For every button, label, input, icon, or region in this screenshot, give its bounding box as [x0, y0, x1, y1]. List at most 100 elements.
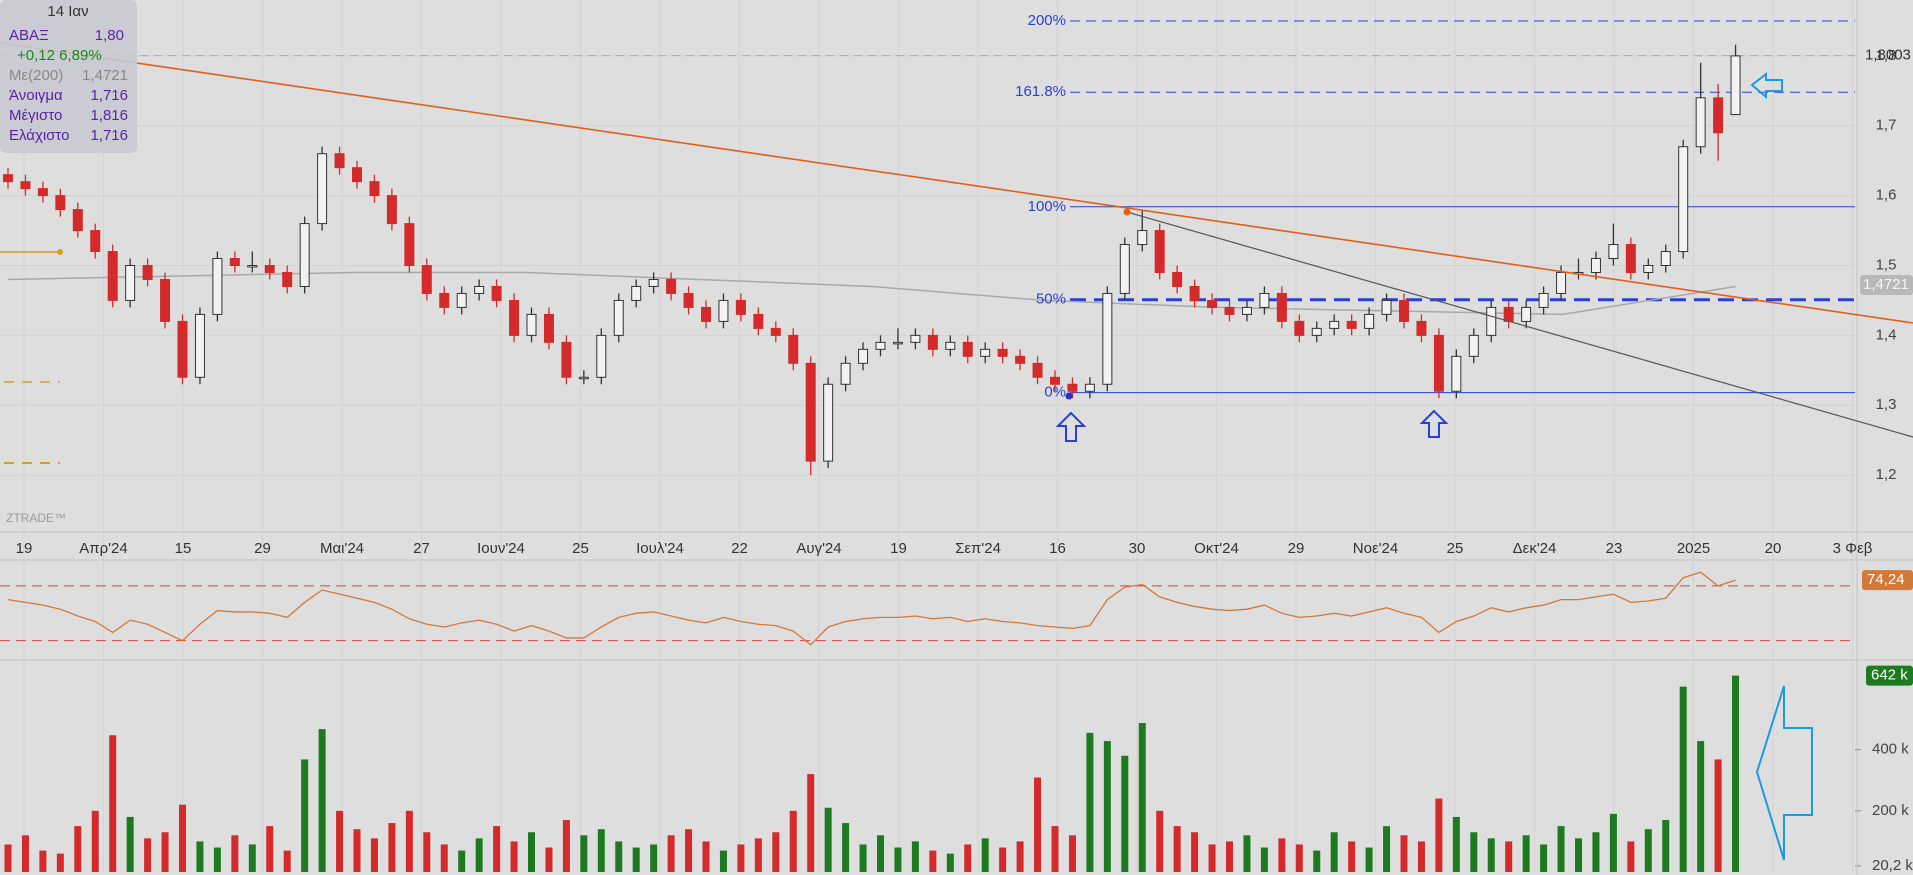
candle-body: [1678, 146, 1689, 253]
candle-body: [1346, 320, 1357, 329]
candle-body: [1224, 306, 1235, 315]
candle-body: [1311, 327, 1322, 336]
trendline: [1126, 211, 1913, 438]
candle-body: [875, 341, 886, 350]
candle-body: [1486, 306, 1497, 336]
candle-body: [1643, 265, 1654, 273]
candle-body: [1590, 258, 1601, 273]
up-arrow: [1055, 411, 1087, 442]
volume-bar: [1557, 826, 1565, 872]
candle-body: [247, 265, 258, 268]
volume-bar: [1470, 832, 1478, 872]
candle-body: [788, 334, 799, 364]
volume-bar: [702, 841, 710, 872]
candle-body: [613, 299, 624, 336]
candle-body: [90, 230, 101, 253]
candle-body: [264, 265, 275, 273]
candle-body: [299, 223, 310, 287]
volume-bar: [144, 838, 152, 872]
x-tick-label: 19: [16, 540, 33, 557]
volume-bar: [1627, 841, 1635, 872]
candle-body: [1276, 292, 1287, 322]
volume-bar: [1383, 826, 1391, 872]
candle-body: [404, 223, 415, 266]
candle-body: [945, 341, 956, 350]
volume-bar: [772, 832, 780, 872]
y-tick-label: 1,5: [1876, 256, 1897, 273]
legend-box: [0, 0, 137, 153]
candle-body: [456, 292, 467, 308]
volume-bar: [440, 844, 448, 872]
candle-body: [1538, 292, 1549, 308]
volume-bar: [1452, 816, 1460, 872]
legend-price: 1,80: [95, 27, 124, 44]
volume-bar: [266, 826, 274, 872]
candle-body: [20, 181, 31, 190]
candle-body: [1695, 97, 1706, 148]
candle-body: [927, 334, 938, 350]
candle-body: [1032, 362, 1043, 378]
candle-body: [107, 251, 118, 301]
volume-bar: [1487, 838, 1495, 872]
volume-tick-label: 200 k: [1872, 802, 1909, 819]
y-tick-label: 1,4: [1876, 326, 1897, 343]
candle-body: [858, 348, 869, 364]
volume-bar: [981, 838, 989, 872]
volume-bar: [667, 835, 675, 872]
drawing: [57, 249, 63, 255]
legend-low: 1,716: [90, 127, 128, 144]
volume-bar: [737, 844, 745, 872]
fib-label: 100%: [1028, 198, 1066, 215]
volume-bar: [231, 835, 239, 872]
volume-bar: [964, 844, 972, 872]
volume-bar: [632, 847, 640, 872]
ma-label: 1,4721: [1863, 276, 1909, 293]
candle-body: [1433, 334, 1444, 392]
volume-bar: [4, 844, 12, 872]
candle-body: [543, 313, 554, 343]
candle-body: [55, 195, 66, 211]
x-tick-label: 2025: [1677, 540, 1710, 557]
x-tick-label: Σεπ'24: [955, 540, 1001, 557]
volume-bar: [1365, 847, 1373, 872]
candle-body: [823, 383, 834, 462]
rsi-line: [7, 571, 1736, 646]
legend-high-name: Μέγιστο: [9, 107, 62, 124]
volume-label-box: [1866, 665, 1913, 686]
candle-body: [1503, 306, 1514, 322]
volume-bar: [283, 850, 291, 872]
volume-bar: [1732, 675, 1740, 872]
candle-body: [1294, 320, 1305, 336]
candle-body: [526, 313, 537, 336]
candle-body: [631, 285, 642, 301]
candle-body: [1556, 271, 1567, 294]
fib-label: 0%: [1044, 384, 1066, 401]
x-tick-label: 22: [731, 540, 748, 557]
volume-bar: [859, 844, 867, 872]
volume-bar: [126, 816, 134, 872]
candle-body: [1015, 355, 1026, 364]
volume-bar: [1313, 850, 1321, 872]
volume-bar: [1016, 841, 1024, 872]
volume-bar: [388, 823, 396, 872]
volume-bar: [1662, 820, 1670, 872]
volume-bar: [179, 804, 186, 872]
volume-bar: [248, 844, 256, 872]
legend-low-name: Ελάχιστο: [9, 127, 69, 144]
x-tick-label: 25: [572, 540, 589, 557]
candle-body: [3, 174, 13, 183]
x-tick-label: 20: [1765, 540, 1782, 557]
volume-bar: [1191, 832, 1199, 872]
candle-body: [160, 278, 171, 322]
candle-body: [683, 292, 694, 308]
trend-point: [1123, 208, 1131, 216]
candle-body: [840, 362, 851, 385]
volume-bar: [1540, 844, 1548, 872]
volume-bar: [1086, 732, 1094, 872]
volume-tick-label: 20,2 k: [1872, 857, 1913, 874]
candle-body: [474, 285, 485, 294]
legend-open-name: Άνοιγμα: [9, 87, 63, 104]
volume-bar: [1278, 838, 1286, 872]
candle-body: [892, 341, 903, 345]
